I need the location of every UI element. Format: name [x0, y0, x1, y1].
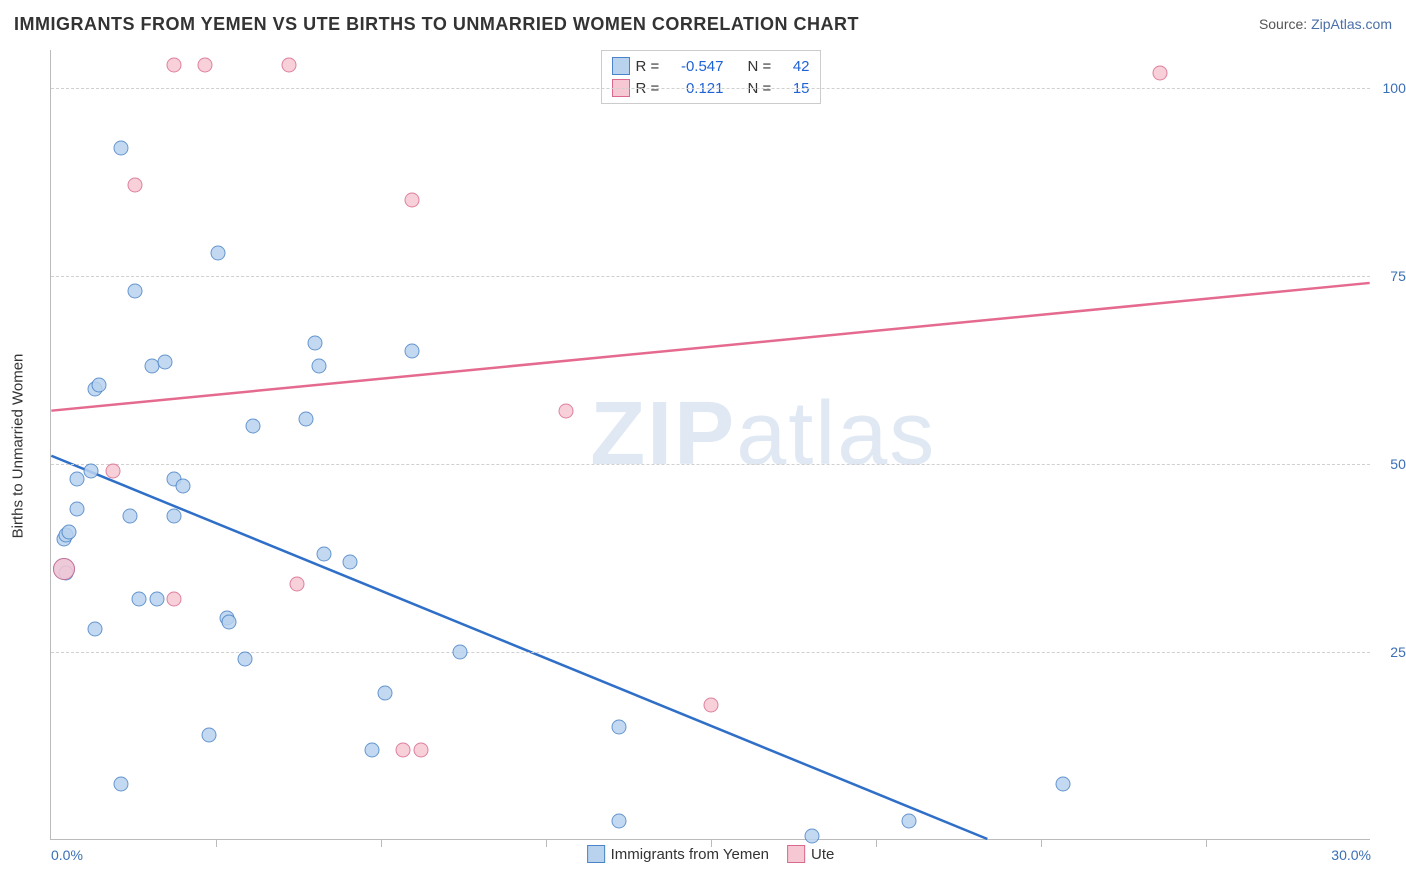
n-value: 42	[782, 58, 810, 75]
chart-title: IMMIGRANTS FROM YEMEN VS UTE BIRTHS TO U…	[14, 14, 859, 35]
x-tick	[876, 839, 877, 847]
x-tick-label: 0.0%	[51, 847, 83, 863]
data-point	[1152, 65, 1167, 80]
r-value: -0.547	[670, 58, 724, 75]
data-point	[704, 697, 719, 712]
legend-swatch	[787, 845, 805, 863]
data-point	[222, 614, 237, 629]
data-point	[202, 727, 217, 742]
y-tick-label: 50.0%	[1375, 456, 1406, 472]
data-point	[611, 814, 626, 829]
data-point	[105, 464, 120, 479]
x-tick	[381, 839, 382, 847]
chart-container: IMMIGRANTS FROM YEMEN VS UTE BIRTHS TO U…	[0, 0, 1406, 892]
data-point	[290, 577, 305, 592]
chart-header: IMMIGRANTS FROM YEMEN VS UTE BIRTHS TO U…	[0, 0, 1406, 40]
gridline	[51, 276, 1370, 277]
data-point	[453, 644, 468, 659]
source-link[interactable]: ZipAtlas.com	[1311, 16, 1392, 32]
data-point	[246, 419, 261, 434]
legend-label: Ute	[811, 846, 834, 863]
data-point	[127, 283, 142, 298]
data-point	[167, 592, 182, 607]
gridline	[51, 464, 1370, 465]
data-point	[167, 509, 182, 524]
plot-area: ZIPatlas R =-0.547N =42R =0.121N =15 Imm…	[50, 50, 1370, 840]
x-tick-label: 30.0%	[1331, 847, 1371, 863]
legend-stats: R =-0.547N =42R =0.121N =15	[601, 50, 821, 104]
watermark-bold: ZIP	[590, 384, 736, 484]
data-point	[132, 592, 147, 607]
data-point	[308, 336, 323, 351]
source-label: Source:	[1259, 16, 1311, 32]
y-tick-label: 100.0%	[1375, 80, 1406, 96]
data-point	[343, 554, 358, 569]
data-point	[70, 501, 85, 516]
y-tick-label: 25.0%	[1375, 644, 1406, 660]
data-point	[88, 622, 103, 637]
data-point	[404, 343, 419, 358]
data-point	[378, 686, 393, 701]
data-point	[558, 404, 573, 419]
legend-stats-row: R = -0.547 N = 42	[612, 55, 810, 77]
data-point	[92, 377, 107, 392]
data-point	[176, 479, 191, 494]
data-point	[158, 355, 173, 370]
data-point	[83, 464, 98, 479]
data-point	[127, 178, 142, 193]
data-point	[61, 524, 76, 539]
data-point	[198, 58, 213, 73]
x-tick	[1041, 839, 1042, 847]
x-tick	[711, 839, 712, 847]
chart-source: Source: ZipAtlas.com	[1259, 16, 1392, 32]
y-axis-title: Births to Unmarried Women	[10, 354, 27, 539]
data-point	[611, 720, 626, 735]
legend-swatch	[612, 57, 630, 75]
data-point	[404, 193, 419, 208]
data-point	[805, 829, 820, 844]
x-tick	[546, 839, 547, 847]
data-point	[123, 509, 138, 524]
legend-swatch	[587, 845, 605, 863]
data-point	[114, 140, 129, 155]
legend-label: Immigrants from Yemen	[611, 846, 769, 863]
data-point	[114, 776, 129, 791]
trendline	[51, 456, 987, 839]
data-point	[149, 592, 164, 607]
data-point	[237, 652, 252, 667]
data-point	[902, 814, 917, 829]
data-point	[396, 742, 411, 757]
legend-series: Immigrants from Yemen Ute	[587, 845, 835, 863]
gridline	[51, 88, 1370, 89]
data-point	[53, 558, 75, 580]
data-point	[365, 742, 380, 757]
data-point	[299, 411, 314, 426]
data-point	[413, 742, 428, 757]
data-point	[312, 359, 327, 374]
data-point	[211, 246, 226, 261]
trendlines-svg	[51, 50, 1370, 839]
legend-item: Immigrants from Yemen	[587, 845, 769, 863]
data-point	[281, 58, 296, 73]
trendline	[51, 283, 1369, 411]
data-point	[70, 471, 85, 486]
n-label: N =	[748, 58, 776, 75]
watermark: ZIPatlas	[590, 383, 936, 486]
x-tick	[216, 839, 217, 847]
legend-item: Ute	[787, 845, 834, 863]
data-point	[167, 58, 182, 73]
x-tick	[1206, 839, 1207, 847]
data-point	[1056, 776, 1071, 791]
data-point	[316, 547, 331, 562]
watermark-light: atlas	[736, 384, 936, 484]
r-label: R =	[636, 58, 664, 75]
y-tick-label: 75.0%	[1375, 268, 1406, 284]
